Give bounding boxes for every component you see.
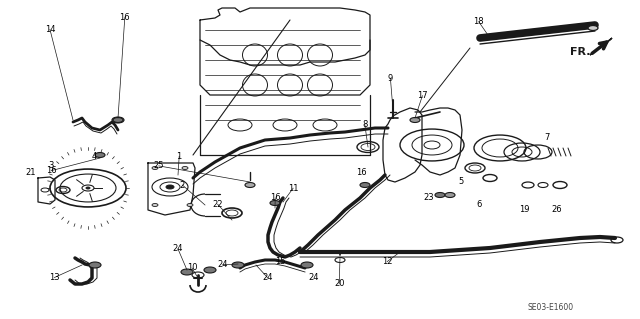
Text: FR.: FR. [570, 47, 590, 57]
Text: 16: 16 [120, 13, 130, 22]
Text: 16: 16 [270, 193, 280, 202]
Circle shape [166, 185, 174, 189]
Circle shape [152, 204, 158, 206]
Text: 24: 24 [218, 260, 228, 269]
Text: 2: 2 [180, 181, 185, 189]
Circle shape [445, 192, 455, 197]
Text: 17: 17 [417, 91, 428, 100]
Text: 4: 4 [92, 152, 97, 161]
Text: 9: 9 [388, 74, 393, 83]
Circle shape [187, 204, 193, 206]
Circle shape [181, 269, 193, 275]
Circle shape [95, 152, 105, 158]
Text: 3: 3 [49, 161, 54, 170]
Circle shape [410, 117, 420, 122]
Text: 8: 8 [362, 120, 367, 129]
Circle shape [588, 26, 598, 31]
Circle shape [232, 262, 244, 268]
Text: 20: 20 [334, 279, 344, 288]
Text: 14: 14 [45, 25, 55, 34]
Text: 13: 13 [49, 273, 60, 282]
Text: 1: 1 [177, 152, 182, 161]
Text: 16: 16 [46, 166, 56, 175]
Circle shape [270, 201, 280, 205]
Text: 5: 5 [458, 177, 463, 186]
Text: 16: 16 [356, 168, 367, 177]
Text: 6: 6 [476, 200, 481, 209]
Text: 12: 12 [382, 257, 392, 266]
Text: 18: 18 [474, 17, 484, 26]
Circle shape [245, 182, 255, 188]
Circle shape [89, 262, 101, 268]
Text: 15: 15 [275, 257, 285, 266]
Text: 21: 21 [26, 168, 36, 177]
Circle shape [182, 167, 188, 169]
Polygon shape [590, 38, 612, 55]
Text: 24: 24 [308, 273, 319, 282]
Text: 7: 7 [545, 133, 550, 142]
Circle shape [112, 117, 124, 123]
Circle shape [204, 267, 216, 273]
Text: 24: 24 [173, 244, 183, 253]
Text: 26: 26 [552, 205, 562, 214]
Text: 25: 25 [154, 161, 164, 170]
Text: SE03-E1600: SE03-E1600 [527, 303, 573, 313]
Text: 11: 11 [288, 184, 298, 193]
Circle shape [113, 117, 123, 122]
Circle shape [86, 187, 90, 189]
Text: 23: 23 [424, 193, 434, 202]
Text: 19: 19 [520, 205, 530, 214]
Circle shape [152, 167, 158, 169]
Text: 10: 10 [187, 263, 197, 272]
Circle shape [435, 192, 445, 197]
Text: 22: 22 [212, 200, 223, 209]
Circle shape [301, 262, 313, 268]
Text: 24: 24 [262, 273, 273, 282]
Circle shape [360, 182, 370, 188]
